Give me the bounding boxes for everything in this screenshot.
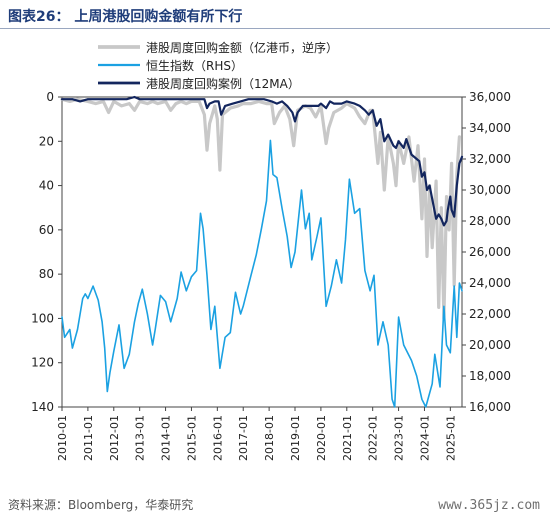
- y-right-tick-label: 22,000: [469, 307, 511, 321]
- x-tick-label: 2025-01: [444, 415, 457, 461]
- y-left-tick-label: 0: [46, 90, 54, 104]
- chart: 2010-01 2011-01 2012-01 2013-01 2014-01 2015-…: [31, 40, 511, 461]
- y-right-tick-label: 26,000: [469, 245, 511, 259]
- x-tick-label: 2021-01: [341, 415, 354, 461]
- x-tick-label: 2018-01: [263, 415, 276, 461]
- y-right-tick-label: 18,000: [469, 369, 511, 383]
- x-tick-label: 2012-01: [108, 415, 121, 461]
- x-tick-label: 2010-01: [56, 415, 69, 461]
- x-tick-label: 2013-01: [134, 415, 147, 461]
- y-right-tick-label: 30,000: [469, 183, 511, 197]
- y-right-tick-label: 24,000: [469, 276, 511, 290]
- y-left-tick-label: 140: [31, 400, 54, 414]
- x-tick-label: 2017-01: [237, 415, 250, 461]
- watermark: www.365jz.com: [438, 498, 540, 513]
- x-tick-label: 2023-01: [393, 415, 406, 461]
- legend-label: 恒生指数（RHS）: [146, 58, 243, 73]
- plot-frame: [61, 96, 463, 408]
- x-tick-label: 2016-01: [211, 415, 224, 461]
- y-right-tick-label: 16,000: [469, 400, 511, 414]
- x-tick-label: 2014-01: [160, 415, 173, 461]
- series-layer: [60, 95, 464, 408]
- x-axis: 2010-01 2011-01 2012-01 2013-01 2014-01 2015-…: [56, 407, 457, 461]
- legend-label: 港股周度回购案例（12MA）: [146, 76, 300, 91]
- y-left-tick-label: 80: [39, 267, 54, 281]
- legend: 港股周度回购金额（亿港币，逆序） 恒生指数（RHS） 港股周度回购案例（12MA）: [98, 40, 338, 91]
- y-left-tick-label: 20: [39, 134, 54, 148]
- y-right-tick-label: 36,000: [469, 90, 511, 104]
- y-left-tick-label: 60: [39, 223, 54, 237]
- y-left-tick-label: 40: [39, 179, 54, 193]
- x-tick-label: 2019-01: [289, 415, 302, 461]
- y-right-tick-label: 32,000: [469, 152, 511, 166]
- title-divider: [0, 28, 550, 29]
- y-left-tick-label: 120: [31, 356, 54, 370]
- x-tick-label: 2024-01: [418, 415, 431, 461]
- x-tick-label: 2020-01: [315, 415, 328, 461]
- series-buyback-amount: [60, 97, 461, 320]
- series-hang-seng-index: [61, 139, 463, 408]
- y-right-axis: 16,000 18,000 20,000 22,000 24,000 26,000 28,0…: [462, 90, 511, 414]
- legend-label: 港股周度回购金额（亿港币，逆序）: [146, 40, 338, 55]
- x-tick-label: 2015-01: [185, 415, 198, 461]
- series-buyback-cases-12ma: [60, 95, 464, 227]
- x-tick-label: 2022-01: [367, 415, 380, 461]
- source-note: 资料来源：Bloomberg，华泰研究: [8, 498, 194, 512]
- y-right-tick-label: 34,000: [469, 121, 511, 135]
- y-left-tick-label: 100: [31, 311, 54, 325]
- x-tick-label: 2011-01: [82, 415, 95, 461]
- y-right-tick-label: 28,000: [469, 214, 511, 228]
- y-right-tick-label: 20,000: [469, 338, 511, 352]
- page-title: 图表26： 上周港股回购金额有所下行: [8, 9, 243, 25]
- y-left-axis: 0 20 40 60 80 100 120 140: [31, 90, 62, 414]
